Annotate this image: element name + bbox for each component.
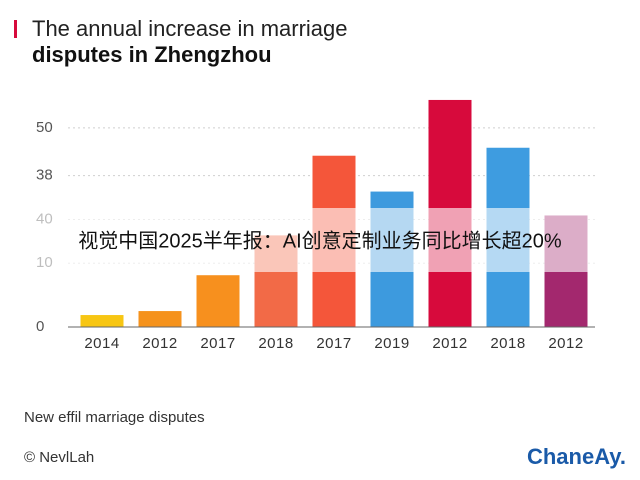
x-tick-label: 2018 [490, 335, 525, 352]
x-tick-label: 2012 [142, 335, 177, 352]
x-tick-label: 2012 [432, 335, 467, 352]
source: © NevlLah [24, 449, 94, 466]
overlay-text: 视觉中国2025半年报：AI创意定制业务同比增长超20% [78, 229, 562, 252]
x-axis-label: New effil marriage disputes [24, 409, 205, 426]
title-accent [14, 20, 17, 38]
bar [138, 311, 182, 327]
logo: ChaneAy. [527, 444, 626, 469]
x-tick-label: 2017 [200, 335, 235, 352]
chart-title: disputes in Zhengzhou [32, 42, 272, 67]
x-tick-label: 2017 [316, 335, 351, 352]
x-tick-label: 2014 [84, 335, 119, 352]
y-tick-label: 0 [36, 318, 44, 335]
bar [196, 275, 240, 327]
chart-title: The annual increase in marriage [32, 16, 348, 41]
x-tick-label: 2012 [548, 335, 583, 352]
x-tick-label: 2018 [258, 335, 293, 352]
bar [80, 315, 124, 327]
overlay-band [0, 208, 640, 272]
y-tick-label: 50 [36, 119, 53, 136]
x-tick-label: 2019 [374, 335, 409, 352]
y-tick-label: 38 [36, 167, 53, 184]
